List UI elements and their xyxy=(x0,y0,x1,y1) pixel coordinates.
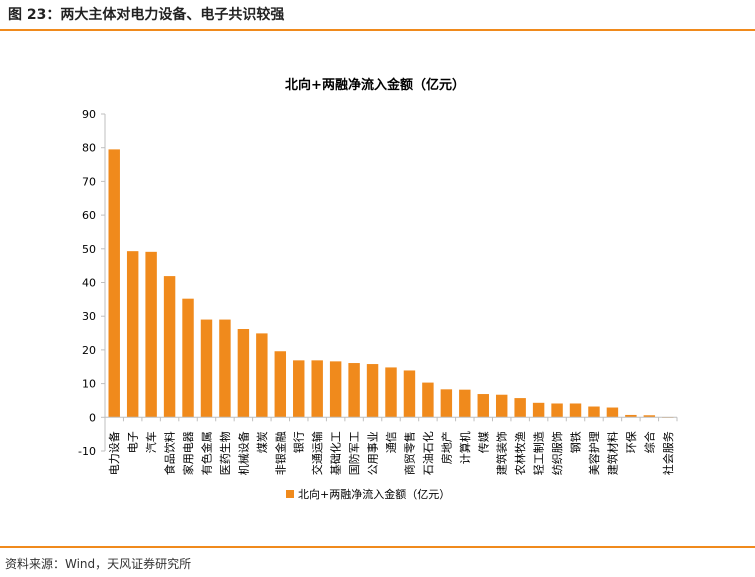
x-tick-label: 农林牧渔 xyxy=(513,431,527,475)
bar xyxy=(532,402,545,418)
bar xyxy=(403,370,416,418)
bar xyxy=(625,414,637,418)
x-tick-label: 石油石化 xyxy=(421,431,435,475)
y-tick-label: 20 xyxy=(82,344,96,357)
x-tick-label: 电子 xyxy=(127,431,140,453)
x-tick-label: 有色金属 xyxy=(199,431,213,475)
bar xyxy=(311,360,323,418)
x-tick-label: 家用电器 xyxy=(181,431,195,475)
x-tick-label: 煤炭 xyxy=(256,431,269,453)
y-tick-label: 50 xyxy=(82,243,96,256)
x-tick-label: 计算机 xyxy=(458,431,472,464)
y-tick-label: 90 xyxy=(82,108,96,121)
x-tick-label: 建筑材料 xyxy=(605,431,619,475)
bar xyxy=(108,149,120,418)
chart-title: 北向+两融净流入金额（亿元） xyxy=(285,77,465,93)
legend-swatch xyxy=(286,490,294,498)
bar xyxy=(588,406,600,418)
header-divider xyxy=(0,29,755,31)
x-tick-label: 建筑装饰 xyxy=(495,431,509,475)
x-tick-label: 商贸零售 xyxy=(402,431,416,475)
x-tick-label: 银行 xyxy=(292,431,306,453)
x-tick-label: 基础化工 xyxy=(329,431,343,475)
source-note: 资料来源：Wind，天风证券研究所 xyxy=(5,557,192,571)
bar xyxy=(145,251,157,418)
bar xyxy=(514,398,526,418)
x-tick-label: 综合 xyxy=(642,431,656,453)
bar xyxy=(495,394,508,418)
y-tick-label: 60 xyxy=(82,209,96,222)
x-tick-label: 通信 xyxy=(385,431,398,453)
y-tick-label: 10 xyxy=(82,378,96,391)
bar xyxy=(366,364,379,418)
x-tick-label: 传媒 xyxy=(477,431,490,453)
bar xyxy=(643,415,656,418)
y-tick-label: 40 xyxy=(82,277,96,290)
bar xyxy=(256,333,268,418)
x-tick-label: 房地产 xyxy=(439,431,453,464)
y-tick-label: 70 xyxy=(82,175,96,188)
bar xyxy=(182,298,194,418)
x-tick-label: 机械设备 xyxy=(236,431,250,475)
x-tick-label: 公用事业 xyxy=(367,431,380,475)
x-tick-label: 医药生物 xyxy=(218,431,232,475)
footer-divider xyxy=(0,546,755,548)
x-tick-label: 环保 xyxy=(624,431,638,453)
legend: 北向+两融净流入金额（亿元） xyxy=(286,487,450,501)
bar xyxy=(126,251,139,418)
x-tick-label: 轻工制造 xyxy=(532,431,546,475)
x-tick-label: 纺织服饰 xyxy=(550,431,564,475)
bar xyxy=(329,361,342,418)
x-tick-label: 非银金融 xyxy=(273,431,287,475)
bar xyxy=(293,360,305,418)
plot-area: -10 0 10 20 30 40 50 60 70 80 90 电力设备 电子 汽车 食品饮料 家用电器 有色… xyxy=(78,108,678,475)
bar xyxy=(385,367,397,418)
bar xyxy=(219,319,231,418)
bar xyxy=(163,276,176,418)
y-tick-label: 0 xyxy=(89,411,96,424)
x-tick-label: 食品饮料 xyxy=(163,431,177,475)
x-tick-label: 交通运输 xyxy=(310,431,324,475)
bar xyxy=(237,329,250,418)
bar xyxy=(422,382,434,418)
x-tick-label: 美容护理 xyxy=(587,431,601,475)
x-tick-label: 钢铁 xyxy=(570,431,583,453)
bar-chart: 北向+两融净流入金额（亿元） -10 0 10 20 30 40 50 60 70 80 90 电力设… xyxy=(78,77,678,501)
bar xyxy=(200,319,213,418)
bar xyxy=(459,389,471,418)
y-tick-label: 80 xyxy=(82,142,96,155)
bar xyxy=(551,403,563,418)
bar xyxy=(569,403,582,418)
x-tick-label: 国防军工 xyxy=(347,431,361,475)
bar xyxy=(274,351,287,418)
bar xyxy=(606,407,619,418)
x-tick-label: 电力设备 xyxy=(107,431,121,475)
bar xyxy=(440,389,453,418)
y-tick-label: -10 xyxy=(78,445,96,458)
x-tick-label: 汽车 xyxy=(144,431,158,453)
legend-label: 北向+两融净流入金额（亿元） xyxy=(298,487,450,501)
bar xyxy=(348,363,360,418)
x-tick-label: 社会服务 xyxy=(661,431,675,475)
y-tick-label: 30 xyxy=(82,310,96,323)
bar xyxy=(477,394,489,418)
figure-title: 图 23：两大主体对电力设备、电子共识较强 xyxy=(8,7,285,23)
